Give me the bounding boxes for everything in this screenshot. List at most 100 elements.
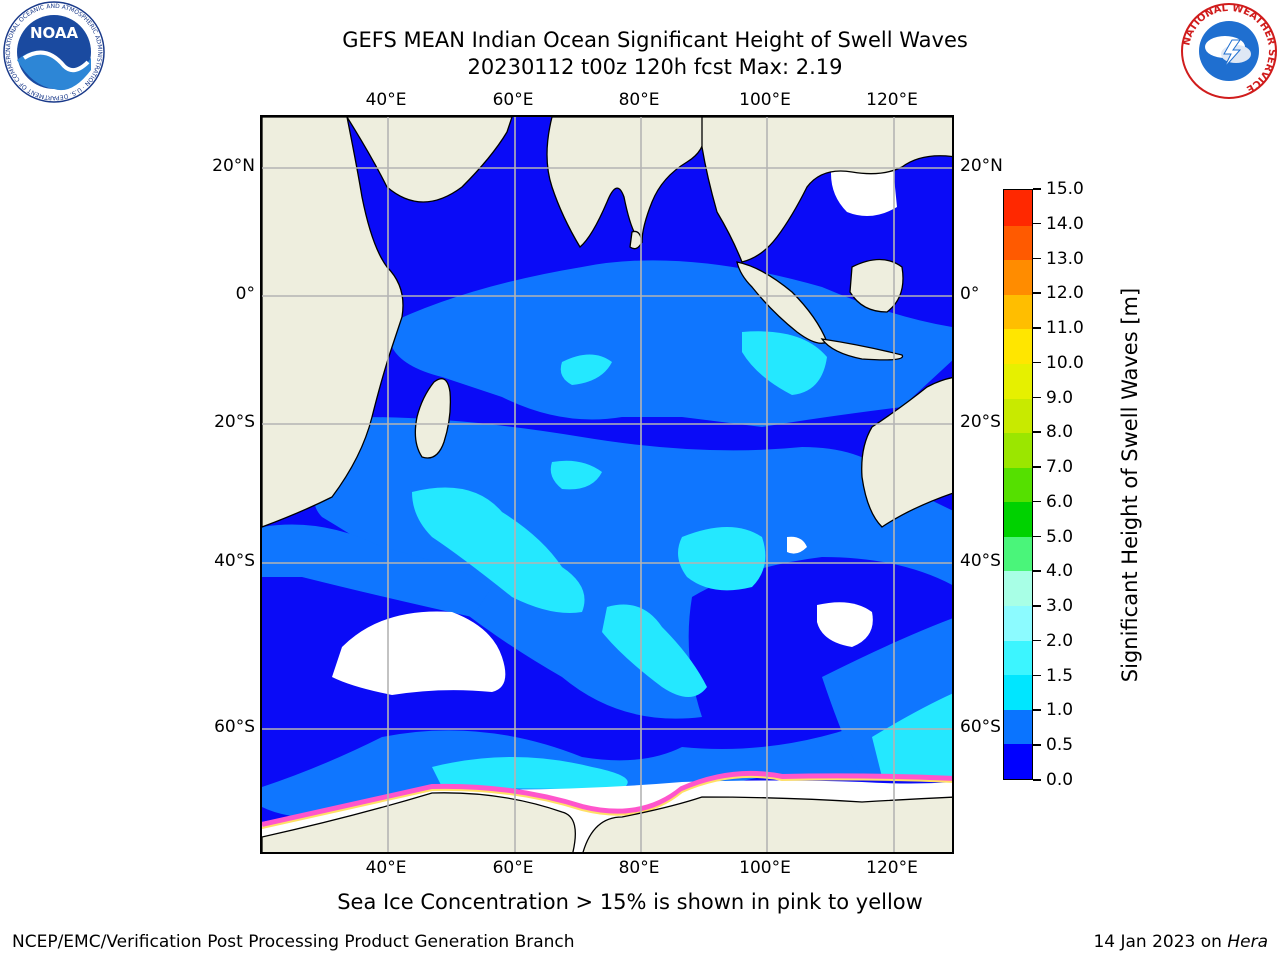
colorbar-tick-label: 6.0 bbox=[1046, 491, 1074, 512]
noaa-logo-text: NOAA bbox=[30, 24, 79, 42]
ice-patch-south-west bbox=[332, 611, 506, 695]
colorbar-segment bbox=[1004, 674, 1032, 710]
colorbar-tick-label: 4.0 bbox=[1046, 561, 1074, 582]
colorbar-tick bbox=[1033, 396, 1041, 399]
colorbar-tick-label: 1.5 bbox=[1046, 665, 1074, 686]
land-antarctica bbox=[262, 792, 952, 852]
colorbar-tick-label: 12.0 bbox=[1046, 283, 1084, 304]
lon-label-bottom-80e: 80°E bbox=[618, 858, 660, 878]
lat-label-left-60s: 60°S bbox=[214, 717, 255, 737]
lon-label-top-80e: 80°E bbox=[618, 90, 660, 110]
ice-patch-south-east bbox=[817, 602, 873, 647]
colorbar-segment bbox=[1004, 709, 1032, 745]
sea-ice-note: Sea Ice Concentration > 15% is shown in … bbox=[337, 890, 923, 914]
colorbar-segment bbox=[1004, 397, 1032, 434]
colorbar-tick bbox=[1033, 327, 1041, 329]
noaa-logo: NATIONAL OCEANIC AND ATMOSPHERIC ADMINIS… bbox=[2, 0, 105, 103]
colorbar-tick bbox=[1033, 709, 1041, 711]
lon-label-bottom-40e: 40°E bbox=[365, 858, 407, 878]
colorbar-tick bbox=[1033, 639, 1041, 642]
colorbar-tick-label: 13.0 bbox=[1046, 248, 1084, 269]
land-java bbox=[820, 338, 904, 361]
colorbar bbox=[1003, 189, 1033, 780]
colorbar-tick bbox=[1033, 188, 1041, 190]
colorbar-tick bbox=[1033, 466, 1041, 468]
colorbar-tick bbox=[1033, 535, 1041, 538]
colorbar-tick bbox=[1033, 222, 1041, 225]
lat-label-right-20s: 20°S bbox=[960, 412, 1001, 432]
colorbar-tick-label: 0.0 bbox=[1046, 770, 1074, 790]
chart-title: GEFS MEAN Indian Ocean Significant Heigh… bbox=[342, 28, 968, 52]
swell-height-map bbox=[260, 115, 954, 854]
lon-label-bottom-60e: 60°E bbox=[492, 858, 534, 878]
swell-band-mid-south bbox=[262, 679, 952, 819]
footer-host: Hera bbox=[1227, 932, 1268, 952]
lon-label-top-120e: 120°E bbox=[866, 90, 918, 110]
lat-label-right-60s: 60°S bbox=[960, 717, 1001, 737]
land-madagascar bbox=[414, 378, 452, 459]
lon-label-top-100e: 100°E bbox=[739, 90, 791, 110]
swell-patch-high-antarctic bbox=[432, 757, 628, 789]
colorbar-tick bbox=[1033, 779, 1041, 781]
footer-date: 14 Jan 2023 on Hera bbox=[1093, 932, 1268, 952]
colorbar-tick-label: 7.0 bbox=[1046, 457, 1074, 478]
map-canvas bbox=[262, 117, 952, 852]
lon-label-top-60e: 60°E bbox=[492, 90, 534, 110]
colorbar-segment bbox=[1004, 259, 1032, 295]
colorbar-tick-label: 3.0 bbox=[1046, 596, 1074, 617]
colorbar-tick bbox=[1033, 292, 1041, 294]
lat-label-right-40s: 40°S bbox=[960, 551, 1001, 571]
swell-patch-high-central bbox=[678, 527, 766, 591]
colorbar-tick bbox=[1033, 500, 1041, 503]
colorbar-tick-label: 2.0 bbox=[1046, 630, 1074, 651]
swell-patch-high-east bbox=[742, 331, 827, 395]
colorbar-tick-label: 11.0 bbox=[1046, 318, 1084, 339]
swell-patch-high-madagascar-se bbox=[412, 487, 585, 613]
lon-label-bottom-100e: 100°E bbox=[739, 858, 791, 878]
land-se-asia bbox=[701, 117, 952, 263]
colorbar-segment bbox=[1004, 432, 1032, 468]
colorbar-tick bbox=[1033, 257, 1041, 260]
colorbar-tick-label: 5.0 bbox=[1046, 526, 1074, 547]
colorbar-tick-label: 10.0 bbox=[1046, 352, 1084, 373]
colorbar-tick-label: 14.0 bbox=[1046, 213, 1084, 234]
lat-label-left-20s: 20°S bbox=[214, 412, 255, 432]
colorbar-tick bbox=[1033, 605, 1041, 607]
colorbar-segment bbox=[1004, 328, 1032, 364]
colorbar-tick-label: 0.5 bbox=[1046, 735, 1074, 756]
colorbar-tick-label: 9.0 bbox=[1046, 387, 1074, 408]
colorbar-tick bbox=[1033, 570, 1041, 572]
graticule bbox=[262, 117, 952, 852]
swell-patch-high-north bbox=[560, 354, 612, 385]
footer-credit: NCEP/EMC/Verification Post Processing Pr… bbox=[12, 932, 575, 952]
lon-label-bottom-120e: 120°E bbox=[866, 858, 918, 878]
colorbar-segment bbox=[1004, 363, 1032, 399]
land-india bbox=[546, 117, 706, 248]
colorbar-tick bbox=[1033, 431, 1041, 433]
colorbar-tick-label: 15.0 bbox=[1046, 179, 1084, 199]
colorbar-segment bbox=[1004, 294, 1032, 330]
colorbar-tick bbox=[1033, 744, 1041, 746]
colorbar-segment bbox=[1004, 467, 1032, 503]
swell-patch-high-mid bbox=[550, 460, 602, 490]
colorbar-segment bbox=[1004, 225, 1032, 261]
sea-ice-edge bbox=[262, 770, 952, 828]
colorbar-segment bbox=[1004, 190, 1032, 226]
lat-label-left-20n: 20°N bbox=[212, 156, 255, 176]
lat-label-left-0: 0° bbox=[235, 284, 255, 304]
lat-label-right-0: 0° bbox=[960, 284, 980, 304]
land-sumatra bbox=[736, 261, 828, 344]
colorbar-segment bbox=[1004, 605, 1032, 641]
swell-patch-high-southeast bbox=[872, 693, 952, 777]
ice-patch-small bbox=[787, 536, 807, 554]
footer-date-text: 14 Jan 2023 on bbox=[1093, 932, 1228, 952]
land-sri-lanka bbox=[629, 230, 643, 250]
sea-ice-edge-inner bbox=[262, 775, 952, 829]
colorbar-segment bbox=[1004, 743, 1032, 779]
colorbar-segment bbox=[1004, 640, 1032, 676]
colorbar-segment bbox=[1004, 536, 1032, 572]
swell-patch-high-south bbox=[602, 604, 707, 697]
colorbar-segment bbox=[1004, 501, 1032, 537]
colorbar-label: Significant Height of Swell Waves [m] bbox=[1118, 287, 1142, 683]
colorbar-tick-label: 1.0 bbox=[1046, 700, 1074, 721]
